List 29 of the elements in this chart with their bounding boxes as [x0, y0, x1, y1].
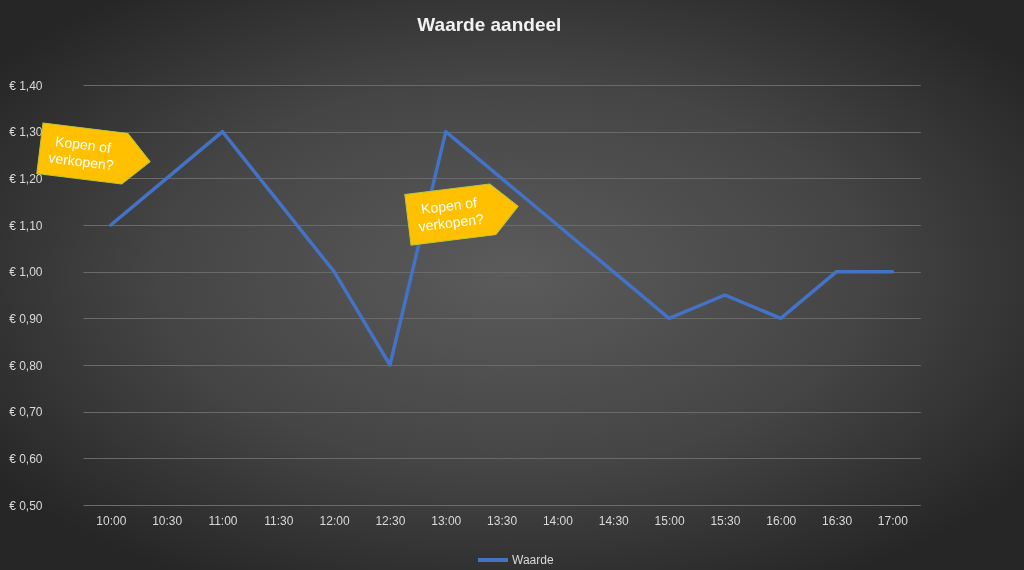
- x-tick-label: 14:30: [598, 513, 630, 528]
- x-tick-label: 13:30: [487, 513, 518, 528]
- y-tick-label: € 1,30: [9, 125, 43, 140]
- x-tick-label: 16:00: [766, 513, 797, 528]
- x-tick-label: 10:00: [96, 513, 127, 528]
- x-tick-label: 16:30: [822, 513, 853, 528]
- x-tick-label: 12:00: [319, 513, 350, 528]
- x-tick-label: 15:30: [710, 513, 741, 528]
- chart-title: Waarde aandeel: [417, 14, 562, 35]
- x-tick-label: 12:30: [375, 513, 406, 528]
- annotation: Kopen of verkopen?: [47, 133, 115, 174]
- x-tick-label: 17:00: [877, 513, 909, 528]
- x-tick-label: 13:00: [431, 513, 462, 528]
- legend-label: Waarde: [512, 553, 554, 567]
- y-tick-label: € 1,20: [9, 171, 43, 186]
- x-tick-label: 11:30: [264, 513, 294, 528]
- annotation: Kopen of verkopen?: [416, 193, 486, 237]
- y-tick-label: € 0,50: [9, 498, 43, 513]
- x-tick-label: 10:30: [152, 513, 183, 528]
- y-tick-label: € 1,10: [9, 218, 43, 233]
- y-tick-label: € 1,40: [9, 78, 43, 93]
- y-tick-label: € 0,80: [9, 358, 43, 373]
- y-tick-label: € 1,00: [9, 265, 43, 280]
- y-tick-label: € 0,90: [9, 311, 43, 326]
- y-tick-label: € 0,60: [9, 451, 43, 466]
- x-tick-label: 15:00: [654, 513, 685, 528]
- y-tick-label: € 0,70: [9, 405, 43, 420]
- x-tick-label: 11:00: [208, 513, 238, 528]
- x-tick-label: 14:00: [542, 513, 574, 528]
